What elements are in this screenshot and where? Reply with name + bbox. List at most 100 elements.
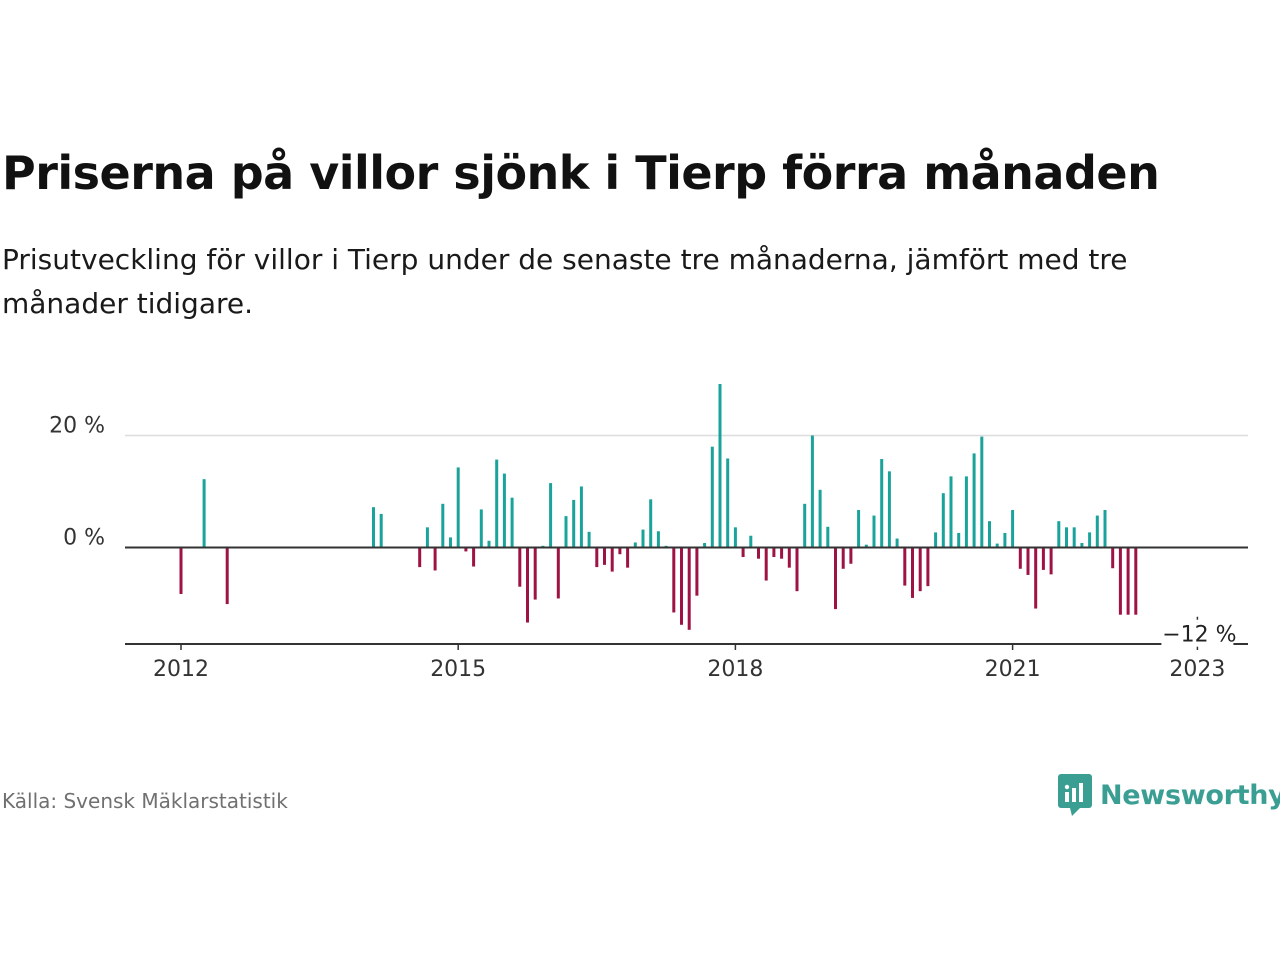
bar <box>872 515 876 548</box>
newsworthy-logo[interactable]: Newsworthy <box>1058 774 1280 816</box>
label-layer: 0 % 20 % 2012 2015 2018 2021 2023 −12 % <box>49 414 1236 683</box>
bar <box>179 547 183 594</box>
bar <box>656 531 660 548</box>
bar <box>1126 547 1130 615</box>
bar <box>841 547 845 569</box>
bar <box>988 521 991 548</box>
bar-chart: 0 % 20 % 2012 2015 2018 2021 2023 −12 % <box>49 383 1248 683</box>
bar <box>595 547 599 568</box>
bar <box>1072 527 1076 548</box>
bar <box>895 538 899 548</box>
chart-title: Priserna på villor sjönk i Tierp förra m… <box>2 146 1160 200</box>
bar <box>803 503 807 548</box>
bar <box>926 547 930 587</box>
bar <box>726 458 730 548</box>
bar <box>957 532 961 548</box>
bar <box>1088 532 1092 548</box>
bar <box>687 547 691 630</box>
bar <box>787 547 791 568</box>
bar <box>649 499 653 548</box>
bar <box>633 542 637 548</box>
bar <box>441 503 445 548</box>
bar <box>757 547 760 559</box>
bar <box>1118 547 1122 615</box>
bar <box>880 459 884 548</box>
bar <box>1111 547 1115 569</box>
bar <box>1049 547 1053 575</box>
bar <box>1026 547 1030 575</box>
annotation-bg <box>1161 622 1234 647</box>
bar <box>749 535 753 548</box>
bar <box>1134 547 1138 615</box>
bar <box>964 476 968 548</box>
bar <box>980 436 984 548</box>
bar <box>772 547 776 558</box>
bar <box>1003 532 1007 548</box>
bar <box>695 547 699 596</box>
bar <box>934 532 938 548</box>
bar <box>202 479 206 548</box>
bar <box>626 547 630 568</box>
bar <box>456 467 460 548</box>
bar <box>564 516 568 548</box>
x-tick-label: 2023 <box>1169 657 1225 682</box>
bar <box>479 509 483 548</box>
bar <box>510 497 514 548</box>
bar <box>810 435 814 548</box>
bar <box>887 471 891 548</box>
bar <box>972 453 976 548</box>
bar <box>834 547 837 610</box>
brand-name: Newsworthy <box>1100 779 1280 811</box>
bar <box>1011 509 1015 548</box>
bar <box>826 526 830 548</box>
bar <box>425 527 429 548</box>
bar <box>464 547 468 552</box>
x-tick-label: 2021 <box>985 657 1041 682</box>
bar <box>818 489 822 548</box>
bar <box>795 547 799 592</box>
bar <box>1057 521 1061 548</box>
bar <box>610 547 614 572</box>
axis-layer <box>125 546 1248 650</box>
bar <box>764 547 768 581</box>
bar <box>903 547 907 586</box>
bar <box>703 543 707 548</box>
annotation-label: −12 % <box>1162 623 1236 648</box>
bar <box>911 547 914 598</box>
bar <box>857 509 861 548</box>
bar <box>864 544 868 548</box>
bar <box>710 446 714 548</box>
bar <box>1041 547 1045 570</box>
bar <box>918 547 922 592</box>
bar <box>549 483 553 548</box>
bar <box>1034 547 1038 609</box>
bar <box>780 547 784 559</box>
x-tick-label: 2018 <box>707 657 763 682</box>
bar <box>472 547 476 567</box>
bar <box>1065 527 1068 548</box>
source-note: Källa: Svensk Mäklarstatistik <box>2 789 288 813</box>
bar <box>1080 543 1084 548</box>
bar <box>372 507 375 548</box>
bar <box>502 473 506 548</box>
bar <box>579 486 583 548</box>
bar <box>556 547 560 599</box>
y-tick-label: 20 % <box>49 414 105 439</box>
bar <box>526 547 529 623</box>
bar <box>533 547 537 600</box>
bar <box>418 547 422 568</box>
bar <box>741 547 745 558</box>
bar <box>433 547 437 571</box>
bar <box>618 547 622 555</box>
bar <box>680 547 683 625</box>
bar <box>603 547 606 565</box>
x-tick-label: 2012 <box>153 657 209 682</box>
bar <box>587 531 591 548</box>
bar <box>1095 515 1099 548</box>
bar <box>949 476 953 548</box>
bar <box>733 527 737 548</box>
bar <box>518 547 522 587</box>
bar <box>487 540 491 548</box>
bars-layer <box>179 383 1138 630</box>
bar-chart-speech-bubble-icon <box>1058 774 1092 816</box>
